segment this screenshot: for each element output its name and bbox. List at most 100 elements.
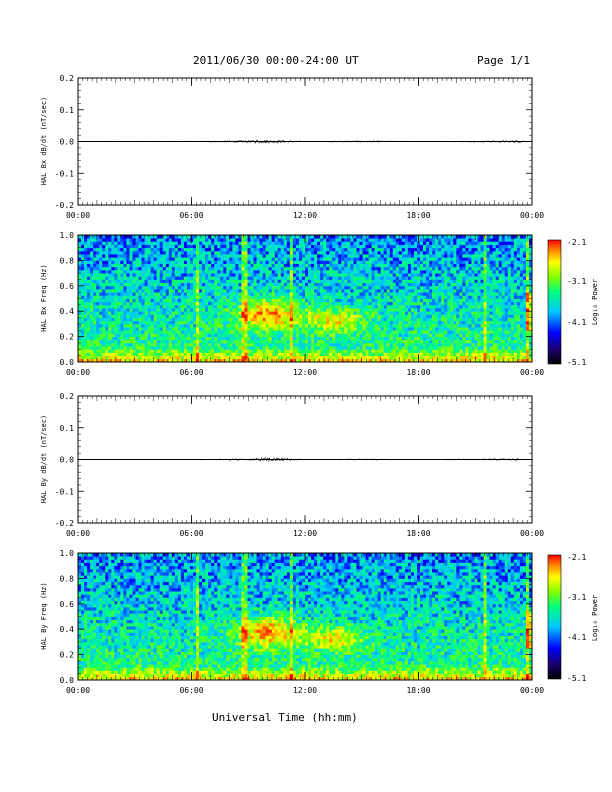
heatmap-cell (168, 304, 173, 309)
heatmap-cell (368, 254, 372, 258)
heatmap-cell (96, 298, 100, 303)
heatmap-cell (298, 333, 303, 337)
heatmap-cell (341, 320, 345, 325)
heatmap-cell (217, 349, 221, 353)
heatmap-cell (208, 311, 212, 315)
heatmap-cell (305, 336, 309, 341)
heatmap-cell (368, 298, 372, 303)
heatmap-cell (341, 263, 345, 268)
heatmap-cell (102, 254, 106, 258)
heatmap-cell (78, 273, 82, 277)
heatmap-cell (371, 330, 376, 334)
heatmap-cell (193, 355, 197, 360)
heatmap-cell (235, 327, 239, 331)
heatmap-cell (265, 250, 270, 255)
heatmap-cell (84, 273, 88, 277)
heatmap-cell (208, 282, 212, 287)
heatmap-cell (247, 308, 251, 312)
heatmap-cell (208, 247, 212, 252)
heatmap-cell (344, 349, 348, 353)
heatmap-cell (174, 311, 179, 315)
heatmap-cell (311, 298, 315, 303)
heatmap-cell (401, 250, 406, 255)
heatmap-cell (314, 295, 318, 299)
heatmap-cell (317, 295, 321, 299)
heatmap-cell (226, 269, 230, 274)
heatmap-cell (241, 349, 245, 353)
heatmap-cell (389, 349, 394, 353)
heatmap-cell (232, 279, 236, 284)
heatmap-cell (423, 260, 427, 264)
heatmap-cell (389, 342, 394, 347)
heatmap-cell (320, 266, 324, 271)
heatmap-cell (135, 288, 139, 293)
heatmap-cell (171, 304, 176, 309)
heatmap-cell (108, 244, 112, 249)
heatmap-cell (205, 238, 209, 242)
heatmap-cell (223, 358, 227, 363)
heatmap-cell (105, 285, 109, 290)
heatmap-cell (374, 311, 379, 315)
heatmap-cell (244, 241, 248, 245)
heatmap-cell (347, 269, 351, 274)
heatmap-cell (329, 323, 333, 328)
heatmap-cell (132, 257, 136, 261)
heatmap-cell (220, 269, 224, 274)
heatmap-cell (193, 333, 197, 337)
heatmap-cell (81, 352, 85, 357)
heatmap-cell (196, 342, 200, 347)
heatmap-cell (171, 257, 176, 261)
heatmap-cell (305, 260, 309, 264)
heatmap-cell (338, 317, 342, 322)
heatmap-cell (301, 247, 306, 252)
heatmap-cell (286, 358, 291, 363)
heatmap-cell (311, 327, 315, 331)
heatmap-cell (84, 238, 88, 242)
heatmap-cell (162, 276, 167, 280)
heatmap-cell (171, 292, 176, 296)
heatmap-cell (162, 304, 167, 309)
heatmap-cell (353, 282, 357, 287)
heatmap-cell (292, 342, 297, 347)
heatmap-cell (305, 250, 309, 255)
heatmap-cell (335, 266, 339, 271)
heatmap-cell (329, 346, 333, 350)
heatmap-cell (186, 247, 191, 252)
heatmap-cell (371, 254, 376, 258)
heatmap-cell (108, 273, 112, 277)
heatmap-cell (308, 330, 312, 334)
heatmap-cell (159, 301, 164, 306)
figure-title: 2011/06/30 00:00-24:00 UT (193, 54, 359, 67)
heatmap-cell (389, 241, 394, 245)
heatmap-cell (429, 301, 433, 306)
heatmap-cell (193, 273, 197, 277)
heatmap-cell (259, 317, 264, 322)
heatmap-cell (350, 260, 354, 264)
heatmap-cell (262, 241, 267, 245)
heatmap-cell (165, 292, 170, 296)
heatmap-cell (111, 311, 115, 315)
heatmap-cell (292, 257, 297, 261)
heatmap-cell (365, 238, 369, 242)
heatmap-cell (102, 292, 106, 296)
heatmap-cell (120, 314, 124, 318)
heatmap-cell (126, 235, 130, 239)
heatmap-cell (244, 333, 248, 337)
heatmap-cell (150, 323, 155, 328)
heatmap-cell (323, 247, 327, 252)
heatmap-cell (377, 250, 382, 255)
heatmap-cell (259, 323, 264, 328)
heatmap-cell (323, 276, 327, 280)
heatmap-cell (78, 301, 82, 306)
heatmap-cell (362, 273, 366, 277)
heatmap-cell (329, 263, 333, 268)
heatmap-cell (232, 292, 236, 296)
heatmap-cell (426, 342, 430, 347)
heatmap-cell (429, 336, 433, 341)
heatmap-cell (314, 317, 318, 322)
heatmap-cell (180, 301, 185, 306)
heatmap-cell (235, 330, 239, 334)
heatmap-cell (413, 327, 418, 331)
heatmap-cell (99, 336, 103, 341)
heatmap-cell (78, 254, 82, 258)
